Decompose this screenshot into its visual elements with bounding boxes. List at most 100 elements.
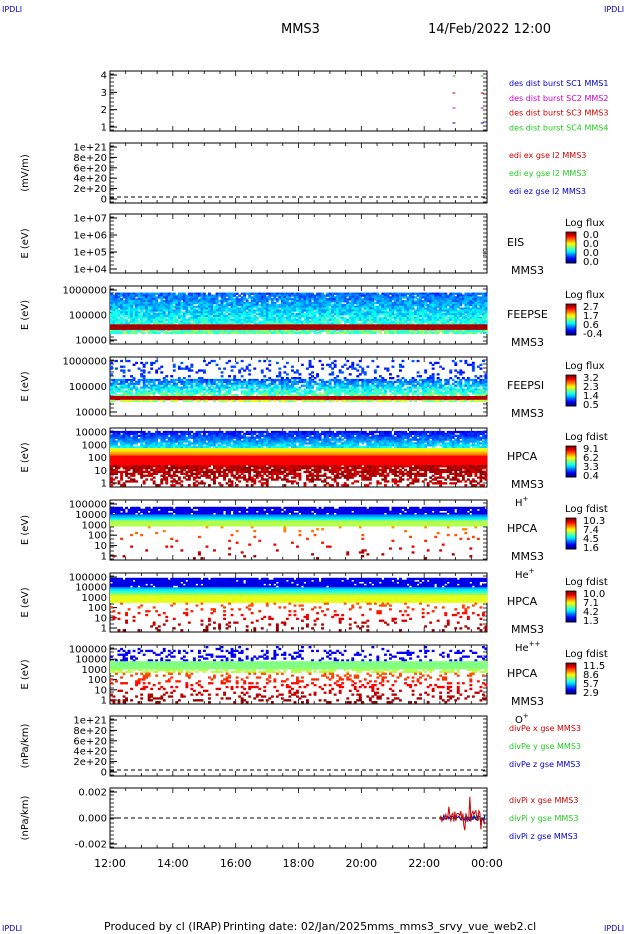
heatmap-cell — [368, 397, 372, 401]
heatmap-cell — [268, 322, 272, 325]
heatmap-cell — [190, 307, 194, 310]
heatmap-cell — [461, 294, 465, 297]
heatmap-cell — [384, 309, 387, 312]
heatmap-cell — [275, 388, 279, 391]
heatmap-cell — [363, 303, 367, 307]
heatmap-cell — [220, 316, 224, 320]
heatmap-cell — [132, 328, 136, 331]
heatmap-cell — [311, 329, 314, 333]
heatmap-cell — [308, 378, 312, 382]
heatmap-cell — [172, 292, 176, 295]
heatmap-cell — [318, 326, 322, 329]
heatmap-cell — [122, 371, 126, 374]
heatmap-cell — [127, 386, 131, 389]
heatmap-cell — [338, 386, 342, 389]
heatmap-cell — [321, 324, 324, 327]
colorbar-step — [566, 324, 576, 327]
heatmap-cell — [368, 300, 372, 303]
heatmap-cell — [436, 292, 440, 295]
heatmap-cell — [155, 329, 159, 333]
heatmap-cell — [331, 296, 335, 299]
heatmap-cell — [409, 329, 412, 333]
heatmap-cell — [142, 298, 146, 301]
heatmap-cell — [285, 313, 289, 316]
heatmap-cell — [311, 394, 314, 397]
heatmap-cell — [160, 399, 164, 403]
heatmap-cell — [318, 300, 322, 303]
heatmap-cell — [140, 329, 144, 333]
heatmap-cell — [421, 311, 425, 314]
colorbar-step — [566, 241, 576, 243]
heatmap-cell — [130, 316, 133, 320]
heatmap-cell — [142, 324, 146, 327]
heatmap-cell — [195, 326, 199, 329]
heatmap-cell — [132, 316, 136, 320]
heatmap-cell — [137, 396, 141, 399]
heatmap-cell — [338, 303, 342, 307]
heatmap-cell — [301, 303, 304, 307]
heatmap-cell — [396, 390, 400, 393]
heatmap-cell — [308, 373, 312, 376]
heatmap-cell — [411, 292, 415, 295]
heatmap-cell — [409, 315, 412, 318]
heatmap-cell — [479, 322, 483, 325]
heatmap-cell — [396, 315, 400, 318]
heatmap-cell — [381, 294, 385, 297]
heatmap-cell — [431, 294, 435, 297]
heatmap-cell — [137, 298, 141, 301]
heatmap-cell — [358, 309, 362, 312]
heatmap-cell — [157, 311, 161, 314]
heatmap-cell — [275, 315, 279, 318]
heatmap-cell — [356, 382, 360, 385]
heatmap-cell — [240, 367, 244, 370]
heatmap-cell — [203, 322, 206, 325]
heatmap-cell — [235, 388, 239, 391]
heatmap-cell — [416, 322, 420, 325]
heatmap-cell — [336, 303, 340, 307]
heatmap-cell — [464, 316, 468, 320]
heatmap-cell — [381, 384, 385, 387]
heatmap-cell — [394, 296, 397, 299]
heatmap-cell — [381, 298, 385, 301]
heatmap-cell — [451, 326, 455, 329]
heatmap-cell — [301, 313, 304, 316]
heatmap-cell — [303, 318, 307, 321]
heatmap-cell — [110, 315, 113, 318]
colorbar-step — [566, 305, 576, 308]
heatmap-cell — [356, 386, 360, 389]
heatmap-cell — [409, 301, 412, 305]
heatmap-cell — [396, 375, 400, 378]
heatmap-cell — [270, 316, 274, 320]
heatmap-cell — [142, 322, 146, 325]
heatmap-cell — [303, 292, 307, 295]
heatmap-cell — [306, 303, 309, 307]
heatmap-cell — [283, 399, 287, 403]
heatmap-cell — [371, 384, 375, 387]
heatmap-cell — [127, 316, 131, 320]
heatmap-cell — [135, 322, 138, 325]
heatmap-cell — [195, 331, 199, 335]
heatmap-cell — [155, 384, 159, 387]
heatmap-cell — [298, 322, 302, 325]
heatmap-cell — [137, 324, 141, 327]
heatmap-cell — [416, 301, 420, 305]
heatmap-cell — [348, 318, 352, 321]
heatmap-cell — [142, 294, 146, 297]
heatmap-cell — [155, 313, 159, 316]
heatmap-cell — [152, 324, 156, 327]
heatmap-cell — [125, 390, 128, 393]
heatmap-cell — [456, 292, 460, 295]
colorbar-step — [566, 310, 576, 313]
heatmap-cell — [172, 320, 176, 323]
heatmap-cell — [401, 396, 405, 399]
heatmap-cell — [308, 320, 312, 323]
heatmap-cell — [404, 318, 407, 321]
heatmap-cell — [456, 331, 460, 335]
heatmap-cell — [474, 301, 478, 305]
heatmap-cell — [210, 305, 214, 308]
panel-frame — [109, 70, 488, 132]
heatmap-cell — [409, 328, 412, 331]
heatmap-cell — [187, 326, 191, 329]
heatmap-cell — [384, 384, 387, 387]
heatmap-cell — [291, 305, 294, 308]
